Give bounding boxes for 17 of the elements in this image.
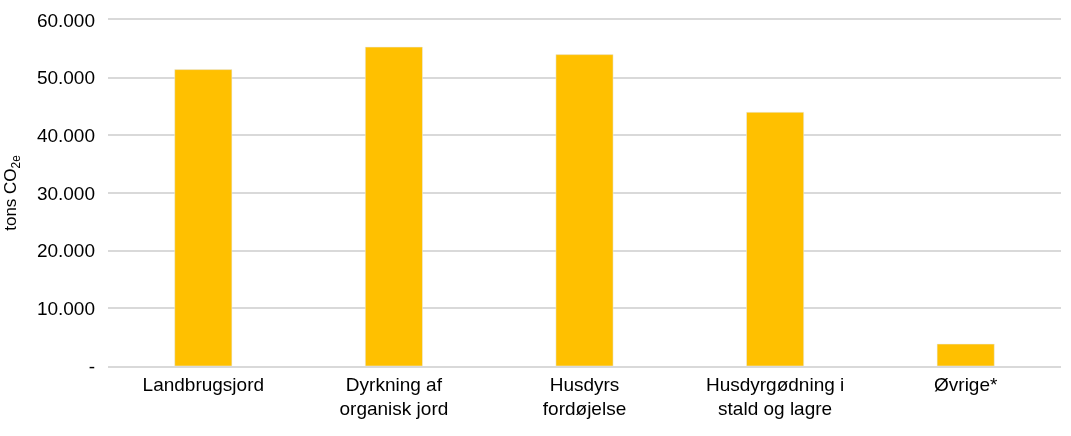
y-tick-label: 60.000 <box>36 9 95 31</box>
y-tick-label: 20.000 <box>36 240 95 262</box>
x-tick-label: Husdyrs fordøjelse <box>542 373 627 420</box>
bar <box>936 343 995 366</box>
bar <box>746 112 804 366</box>
y-tick-label: 30.000 <box>36 182 95 204</box>
bar <box>555 54 614 366</box>
x-tick-label: Øvrige* <box>934 373 998 395</box>
x-tick-label: Dyrkning af organisk jord <box>339 373 449 420</box>
y-tick-label: 40.000 <box>36 124 95 146</box>
bar <box>365 46 423 366</box>
y-tick-label: - <box>88 355 95 377</box>
y-tick-label: 50.000 <box>36 67 95 89</box>
x-tick-label: Landbrugsjord <box>142 373 265 395</box>
y-tick-label: 10.000 <box>36 297 95 319</box>
bar <box>174 69 233 366</box>
x-tick-label: Husdyrgødning i stald og lagre <box>705 373 845 420</box>
